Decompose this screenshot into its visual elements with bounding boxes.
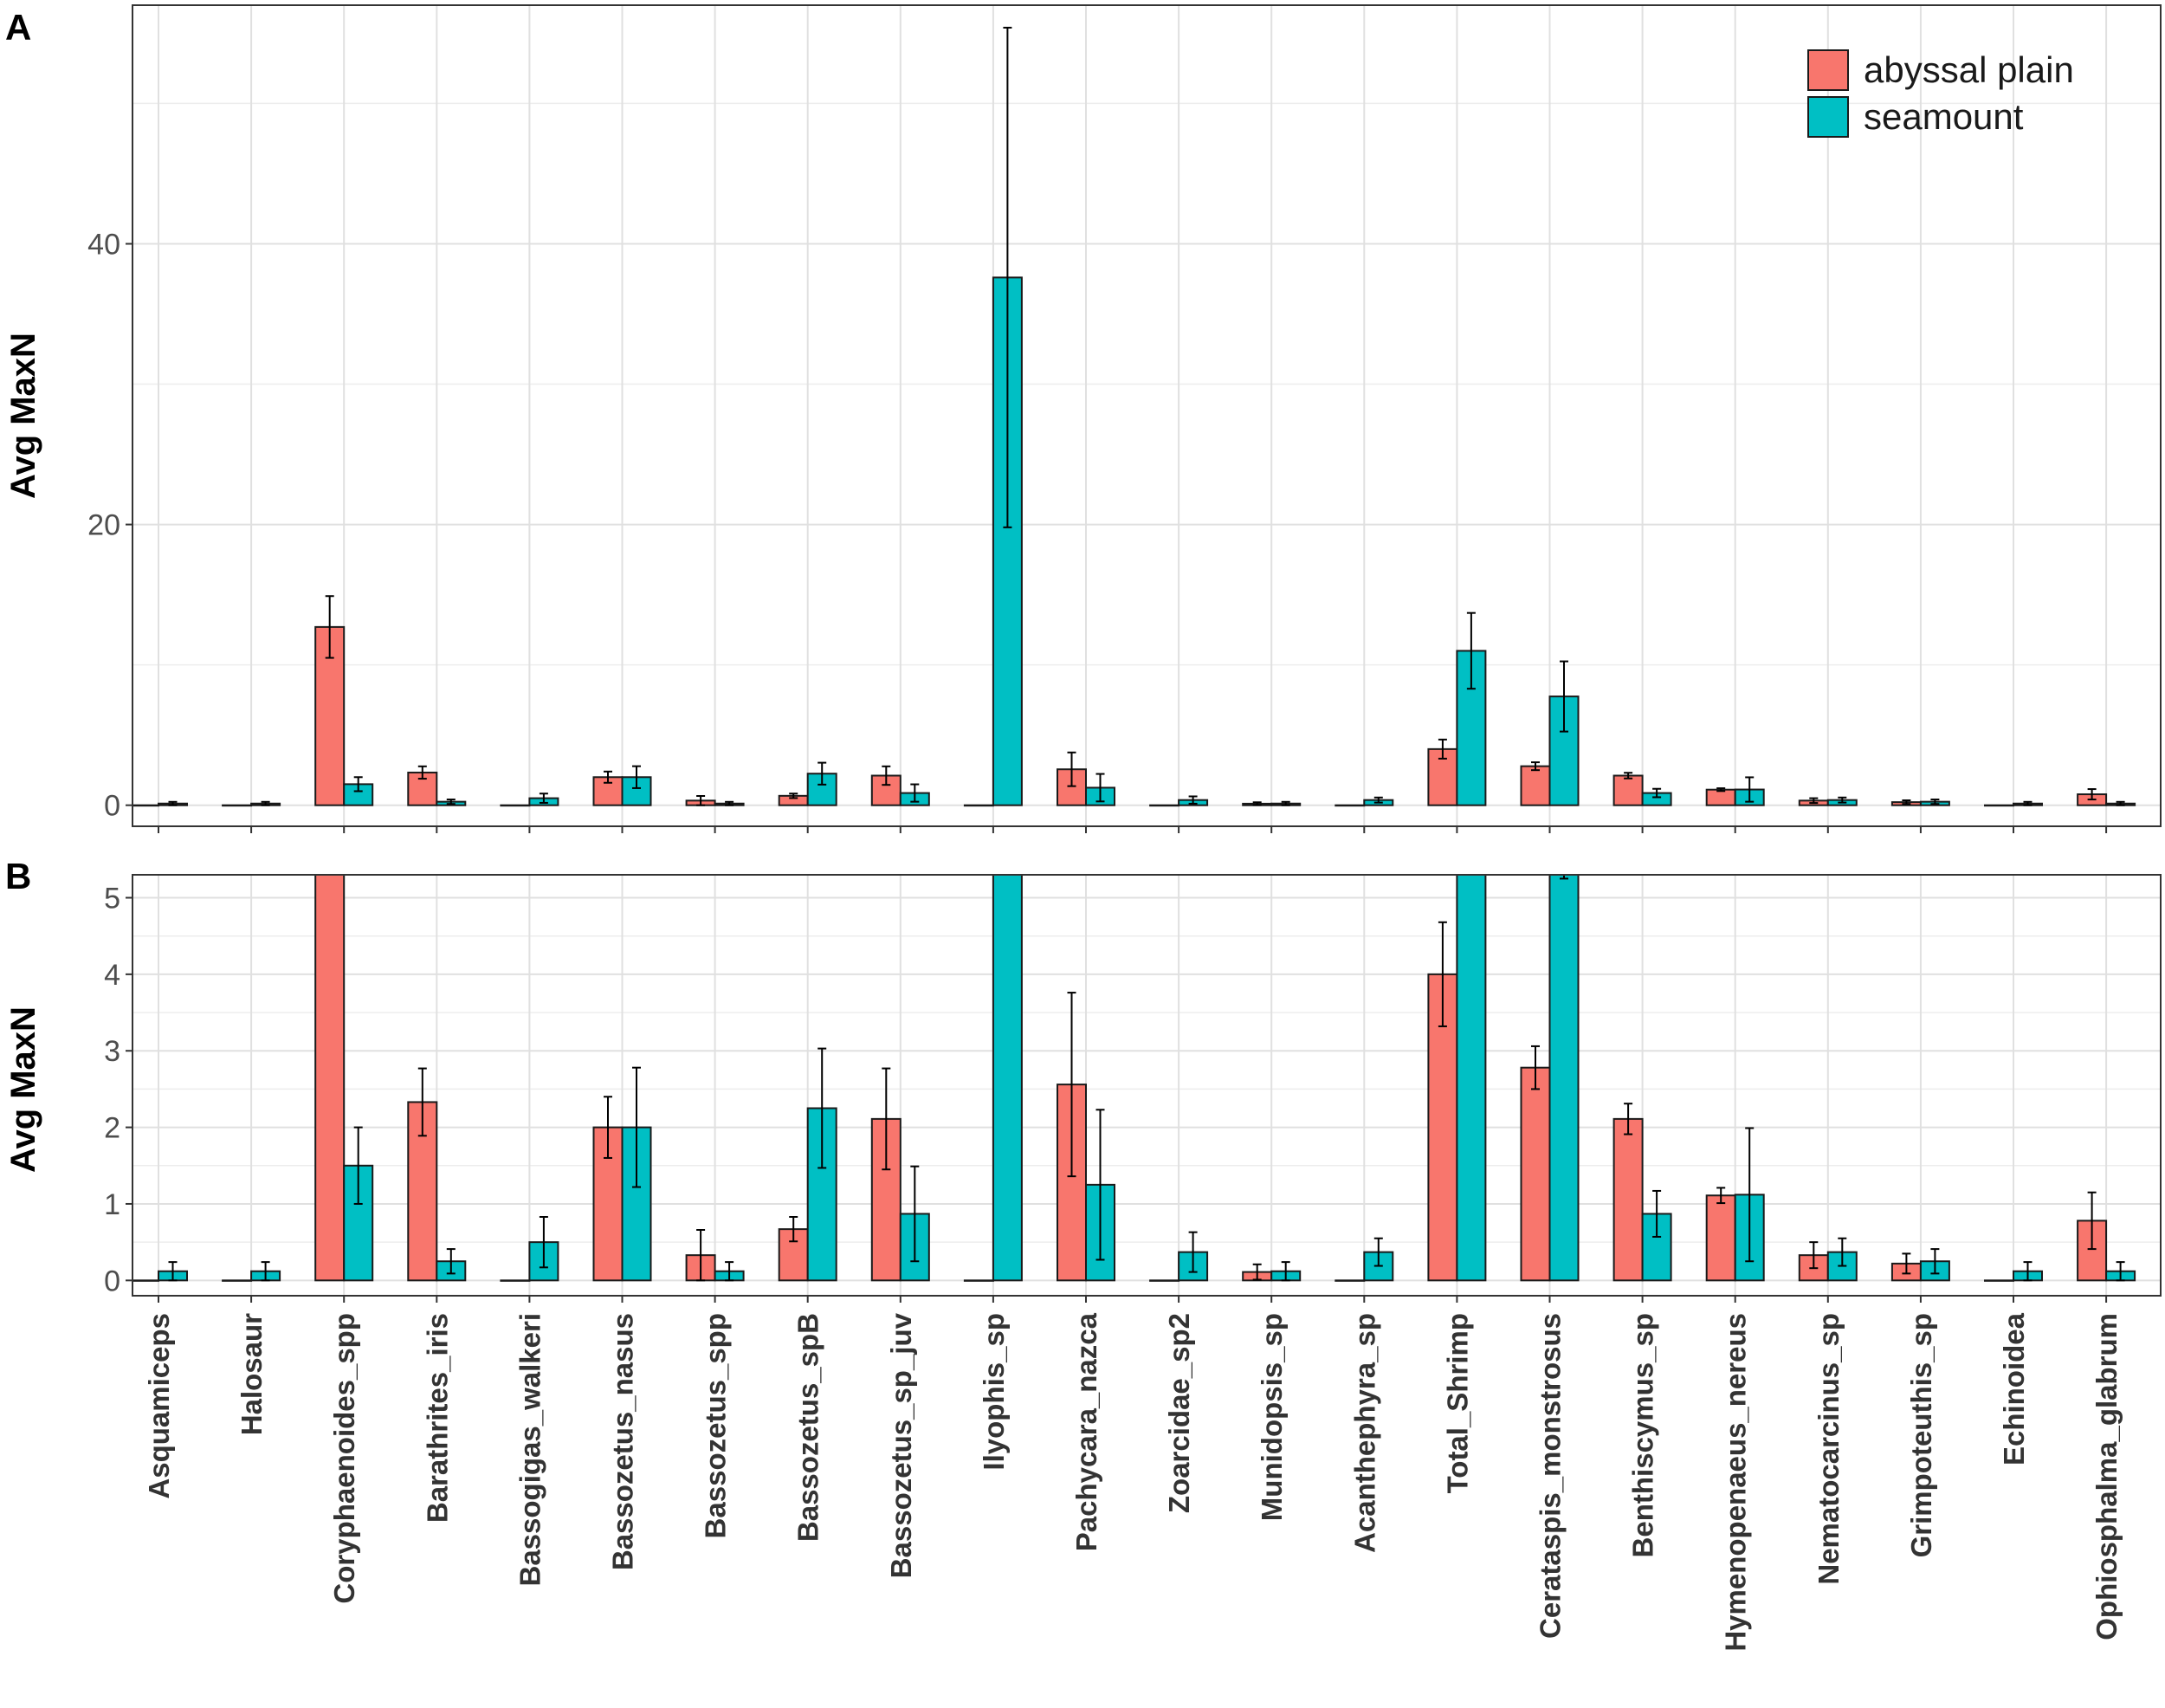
legend: abyssal plain seamount <box>1807 49 2074 138</box>
x-tick-label-Bassozetus_nasus: Bassozetus_nasus <box>607 1313 639 1570</box>
x-tick-label-Cerataspis_monstrosus: Cerataspis_monstrosus <box>1535 1313 1567 1639</box>
y-tick-label: 2 <box>104 1112 120 1145</box>
y-tick-label: 1 <box>104 1188 120 1221</box>
x-tick-label-Zoarcidae_sp2: Zoarcidae_sp2 <box>1163 1313 1195 1513</box>
bar-abyssal-plain-Acanthephyra_sp <box>1335 1279 1366 1282</box>
bar-abyssal-plain-Ilyophis_sp <box>963 1279 994 1282</box>
panel-a: 0 20 40 Avg MaxN abyssal plain seamount <box>4 4 2162 833</box>
bar-seamount-Ilyophis_sp <box>992 875 1023 1282</box>
bar-abyssal-plain-Cerataspis_monstrosus <box>1520 1066 1551 1282</box>
y-tick-label: 3 <box>104 1035 120 1068</box>
x-tick-label-Asquamiceps: Asquamiceps <box>143 1313 175 1499</box>
panel-b: 0 1 2 3 4 5 Avg MaxN <box>4 874 2162 1303</box>
y-tick-label: 0 <box>104 790 120 823</box>
x-tick-label-Hymenopenaeus_nereus: Hymenopenaeus_nereus <box>1720 1313 1752 1652</box>
bar-abyssal-plain-Echinoidea <box>1984 1279 2014 1282</box>
x-tick-label-Nematocarcinus_sp: Nematocarcinus_sp <box>1813 1313 1845 1585</box>
bar-seamount-Cerataspis_monstrosus <box>1548 875 1580 1282</box>
x-tick-label-Acanthephyra_sp: Acanthephyra_sp <box>1348 1313 1380 1553</box>
legend-swatch-abyssal-plain <box>1807 49 1849 91</box>
x-tick-label-Bassozetus_sp_juv: Bassozetus_sp_juv <box>885 1312 917 1578</box>
legend-label-seamount: seamount <box>1864 96 2024 137</box>
bar-abyssal-plain-Halosaur <box>222 1279 253 1282</box>
panel-b-label: B <box>5 856 31 896</box>
x-tick-label-Munidopsis_sp: Munidopsis_sp <box>1256 1313 1288 1521</box>
x-tick-label-Benthiscymus_sp: Benthiscymus_sp <box>1627 1313 1659 1557</box>
y-tick-label: 40 <box>87 228 120 261</box>
x-tick-label-Ophiosphalma_glabrum: Ophiosphalma_glabrum <box>2091 1313 2123 1640</box>
bar-abyssal-plain-Zoarcidae_sp2 <box>1149 1279 1180 1282</box>
x-tick-label-Grimpoteuthis_sp: Grimpoteuthis_sp <box>1905 1313 1937 1557</box>
bar-seamount-Bassozetus_nasus <box>621 776 652 806</box>
bar-abyssal-plain-Cerataspis_monstrosus <box>1520 765 1551 806</box>
panel-b-y-axis-label: Avg MaxN <box>4 1006 42 1173</box>
bar-abyssal-plain-Echinoidea <box>1984 804 2014 807</box>
bar-abyssal-plain-Bassogigas_walkeri <box>500 804 531 807</box>
legend-swatch-seamount <box>1807 96 1849 138</box>
y-tick-label: 5 <box>104 883 120 915</box>
x-tick-label-Pachycara_nazca: Pachycara_nazca <box>1070 1312 1102 1551</box>
y-tick-label: 4 <box>104 959 120 992</box>
bar-abyssal-plain-Coryphaenoides_spp <box>314 875 346 1282</box>
x-tick-label-Barathrites_iris: Barathrites_iris <box>421 1313 453 1523</box>
x-tick-label-Bassozetus_spB: Bassozetus_spB <box>792 1313 824 1542</box>
y-tick-label: 0 <box>104 1265 120 1297</box>
legend-label-abyssal-plain: abyssal plain <box>1864 49 2074 90</box>
panel-a-label: A <box>5 7 31 48</box>
bar-abyssal-plain-Zoarcidae_sp2 <box>1149 804 1180 807</box>
bar-abyssal-plain-Hymenopenaeus_nereus <box>1705 1194 1736 1282</box>
bar-abyssal-plain-Bassogigas_walkeri <box>500 1279 531 1282</box>
bar-abyssal-plain-Benthiscymus_sp <box>1612 1117 1644 1282</box>
bar-abyssal-plain-Benthiscymus_sp <box>1612 774 1644 806</box>
bar-seamount-Ilyophis_sp <box>992 276 1023 806</box>
panel-a-y-axis-label: Avg MaxN <box>4 333 42 499</box>
bar-abyssal-plain-Acanthephyra_sp <box>1335 804 1366 807</box>
y-tick-label: 20 <box>87 509 120 542</box>
x-tick-label-Bassozetus_spp: Bassozetus_spp <box>700 1313 732 1538</box>
bar-abyssal-plain-Asquamiceps <box>132 804 159 807</box>
x-tick-label-Total_Shrimp: Total_Shrimp <box>1441 1313 1473 1493</box>
bar-abyssal-plain-Ilyophis_sp <box>963 804 994 807</box>
x-tick-label-Ilyophis_sp: Ilyophis_sp <box>978 1313 1010 1471</box>
bar-abyssal-plain-Halosaur <box>222 804 253 807</box>
x-axis-category-labels: Asquamiceps Halosaur Coryphaenoides_spp Bar… <box>143 1312 2123 1651</box>
x-tick-label-Bassogigas_walkeri: Bassogigas_walkeri <box>514 1313 546 1587</box>
x-tick-label-Halosaur: Halosaur <box>236 1313 268 1435</box>
bar-abyssal-plain-Hymenopenaeus_nereus <box>1705 788 1736 806</box>
bar-seamount-Total_Shrimp <box>1456 875 1487 1282</box>
x-tick-label-Coryphaenoides_spp: Coryphaenoides_spp <box>328 1313 360 1604</box>
bar-abyssal-plain-Asquamiceps <box>132 1279 159 1282</box>
x-tick-label-Echinoidea: Echinoidea <box>1998 1312 2030 1465</box>
